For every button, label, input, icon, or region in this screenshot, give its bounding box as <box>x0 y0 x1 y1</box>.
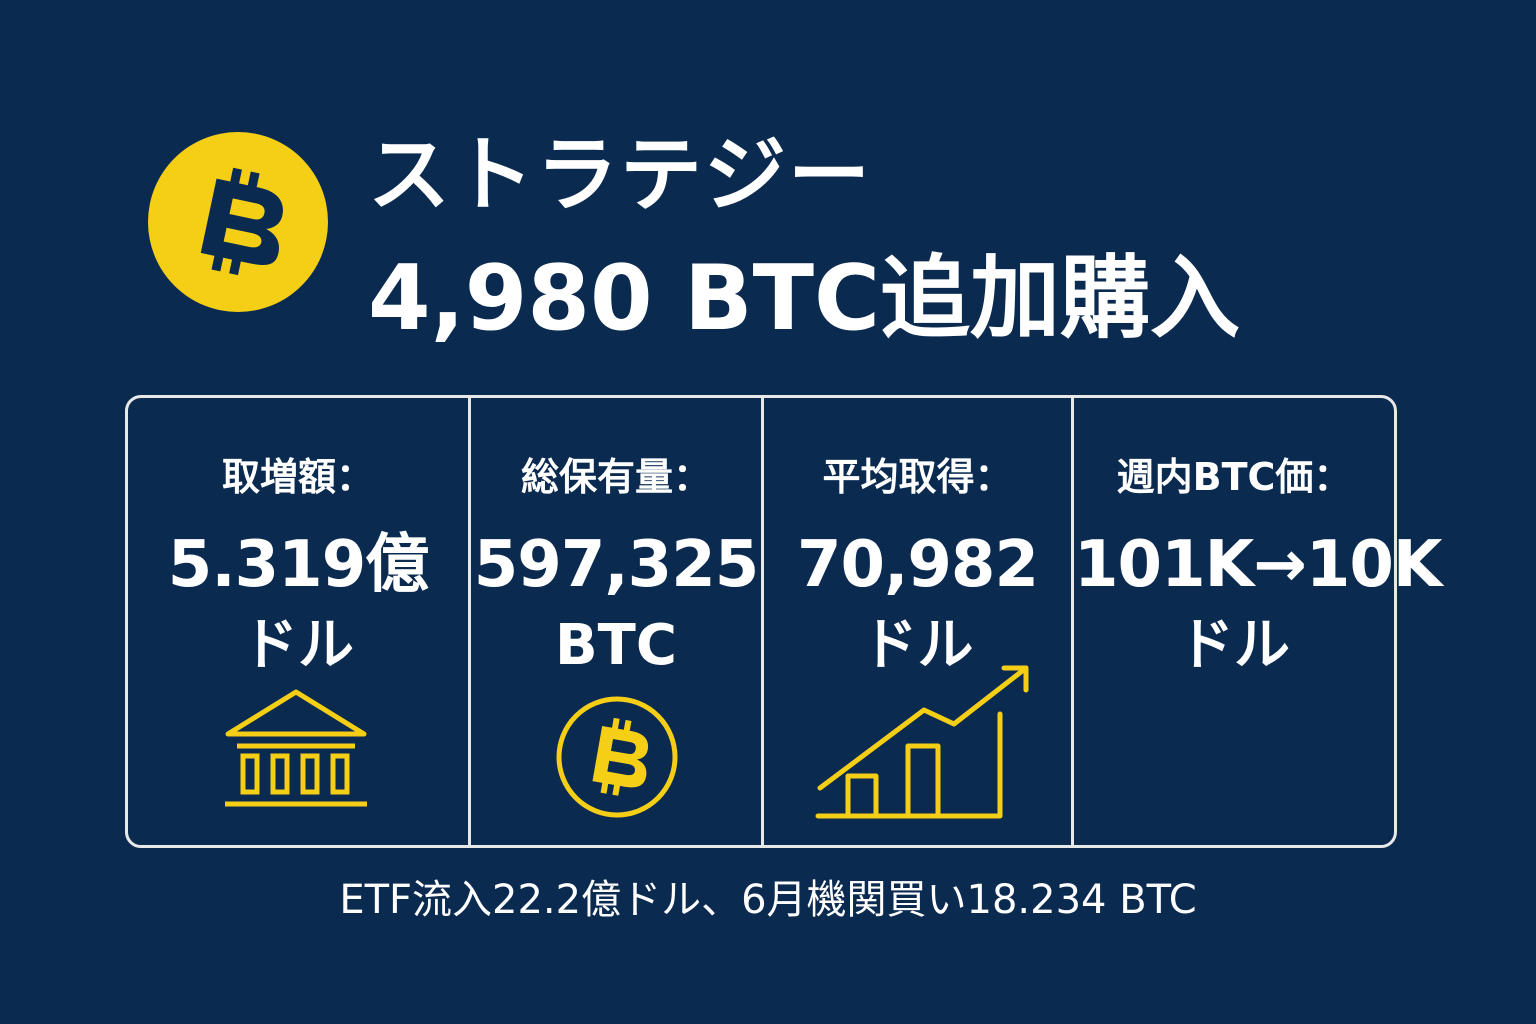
stat-unit: ドル <box>1178 613 1290 678</box>
stat-cell-holdings: 総保有量： 597,325 BTC <box>471 398 761 845</box>
bitcoin-logo-icon <box>148 132 328 312</box>
stat-cell-average-cost: 平均取得： 70,982 ドル <box>764 398 1071 845</box>
stat-label: 週内BTC価： <box>1116 455 1352 499</box>
title-line-2: 4,980 BTC追加購入 <box>368 246 1241 351</box>
stat-value: 597,325 <box>473 528 760 602</box>
stat-unit: ドル <box>242 613 354 678</box>
stat-value: 101K→10K <box>1074 528 1442 602</box>
divider <box>1071 398 1074 845</box>
title-line-1: ストラテジー <box>368 128 873 223</box>
footer-note: ETF流入22.2億ドル、6月機関買い18.234 BTC <box>339 877 1197 923</box>
stat-unit: BTC <box>555 613 677 678</box>
growth-chart-icon <box>814 660 1034 824</box>
stat-value: 70,982 <box>797 528 1039 602</box>
stat-label: 平均取得： <box>822 455 1013 499</box>
stat-label: 総保有量： <box>520 455 711 499</box>
bitcoin-circle-icon <box>553 693 681 825</box>
bank-icon <box>223 688 369 816</box>
divider <box>468 398 471 845</box>
stat-cell-amount: 取増額： 5.319億 ドル <box>128 398 468 845</box>
stat-label: 取増額： <box>221 455 374 499</box>
divider <box>761 398 764 845</box>
header: ストラテジー 4,980 BTC追加購入 <box>0 0 1536 380</box>
stat-value: 5.319億 <box>167 528 429 602</box>
stat-cell-weekly-price: 週内BTC価： 101K→10K ドル <box>1074 398 1442 845</box>
stats-panel: 取増額： 5.319億 ドル 総保有量： 597,325 BTC <box>125 395 1442 848</box>
stat-unit: ドル <box>861 613 974 678</box>
